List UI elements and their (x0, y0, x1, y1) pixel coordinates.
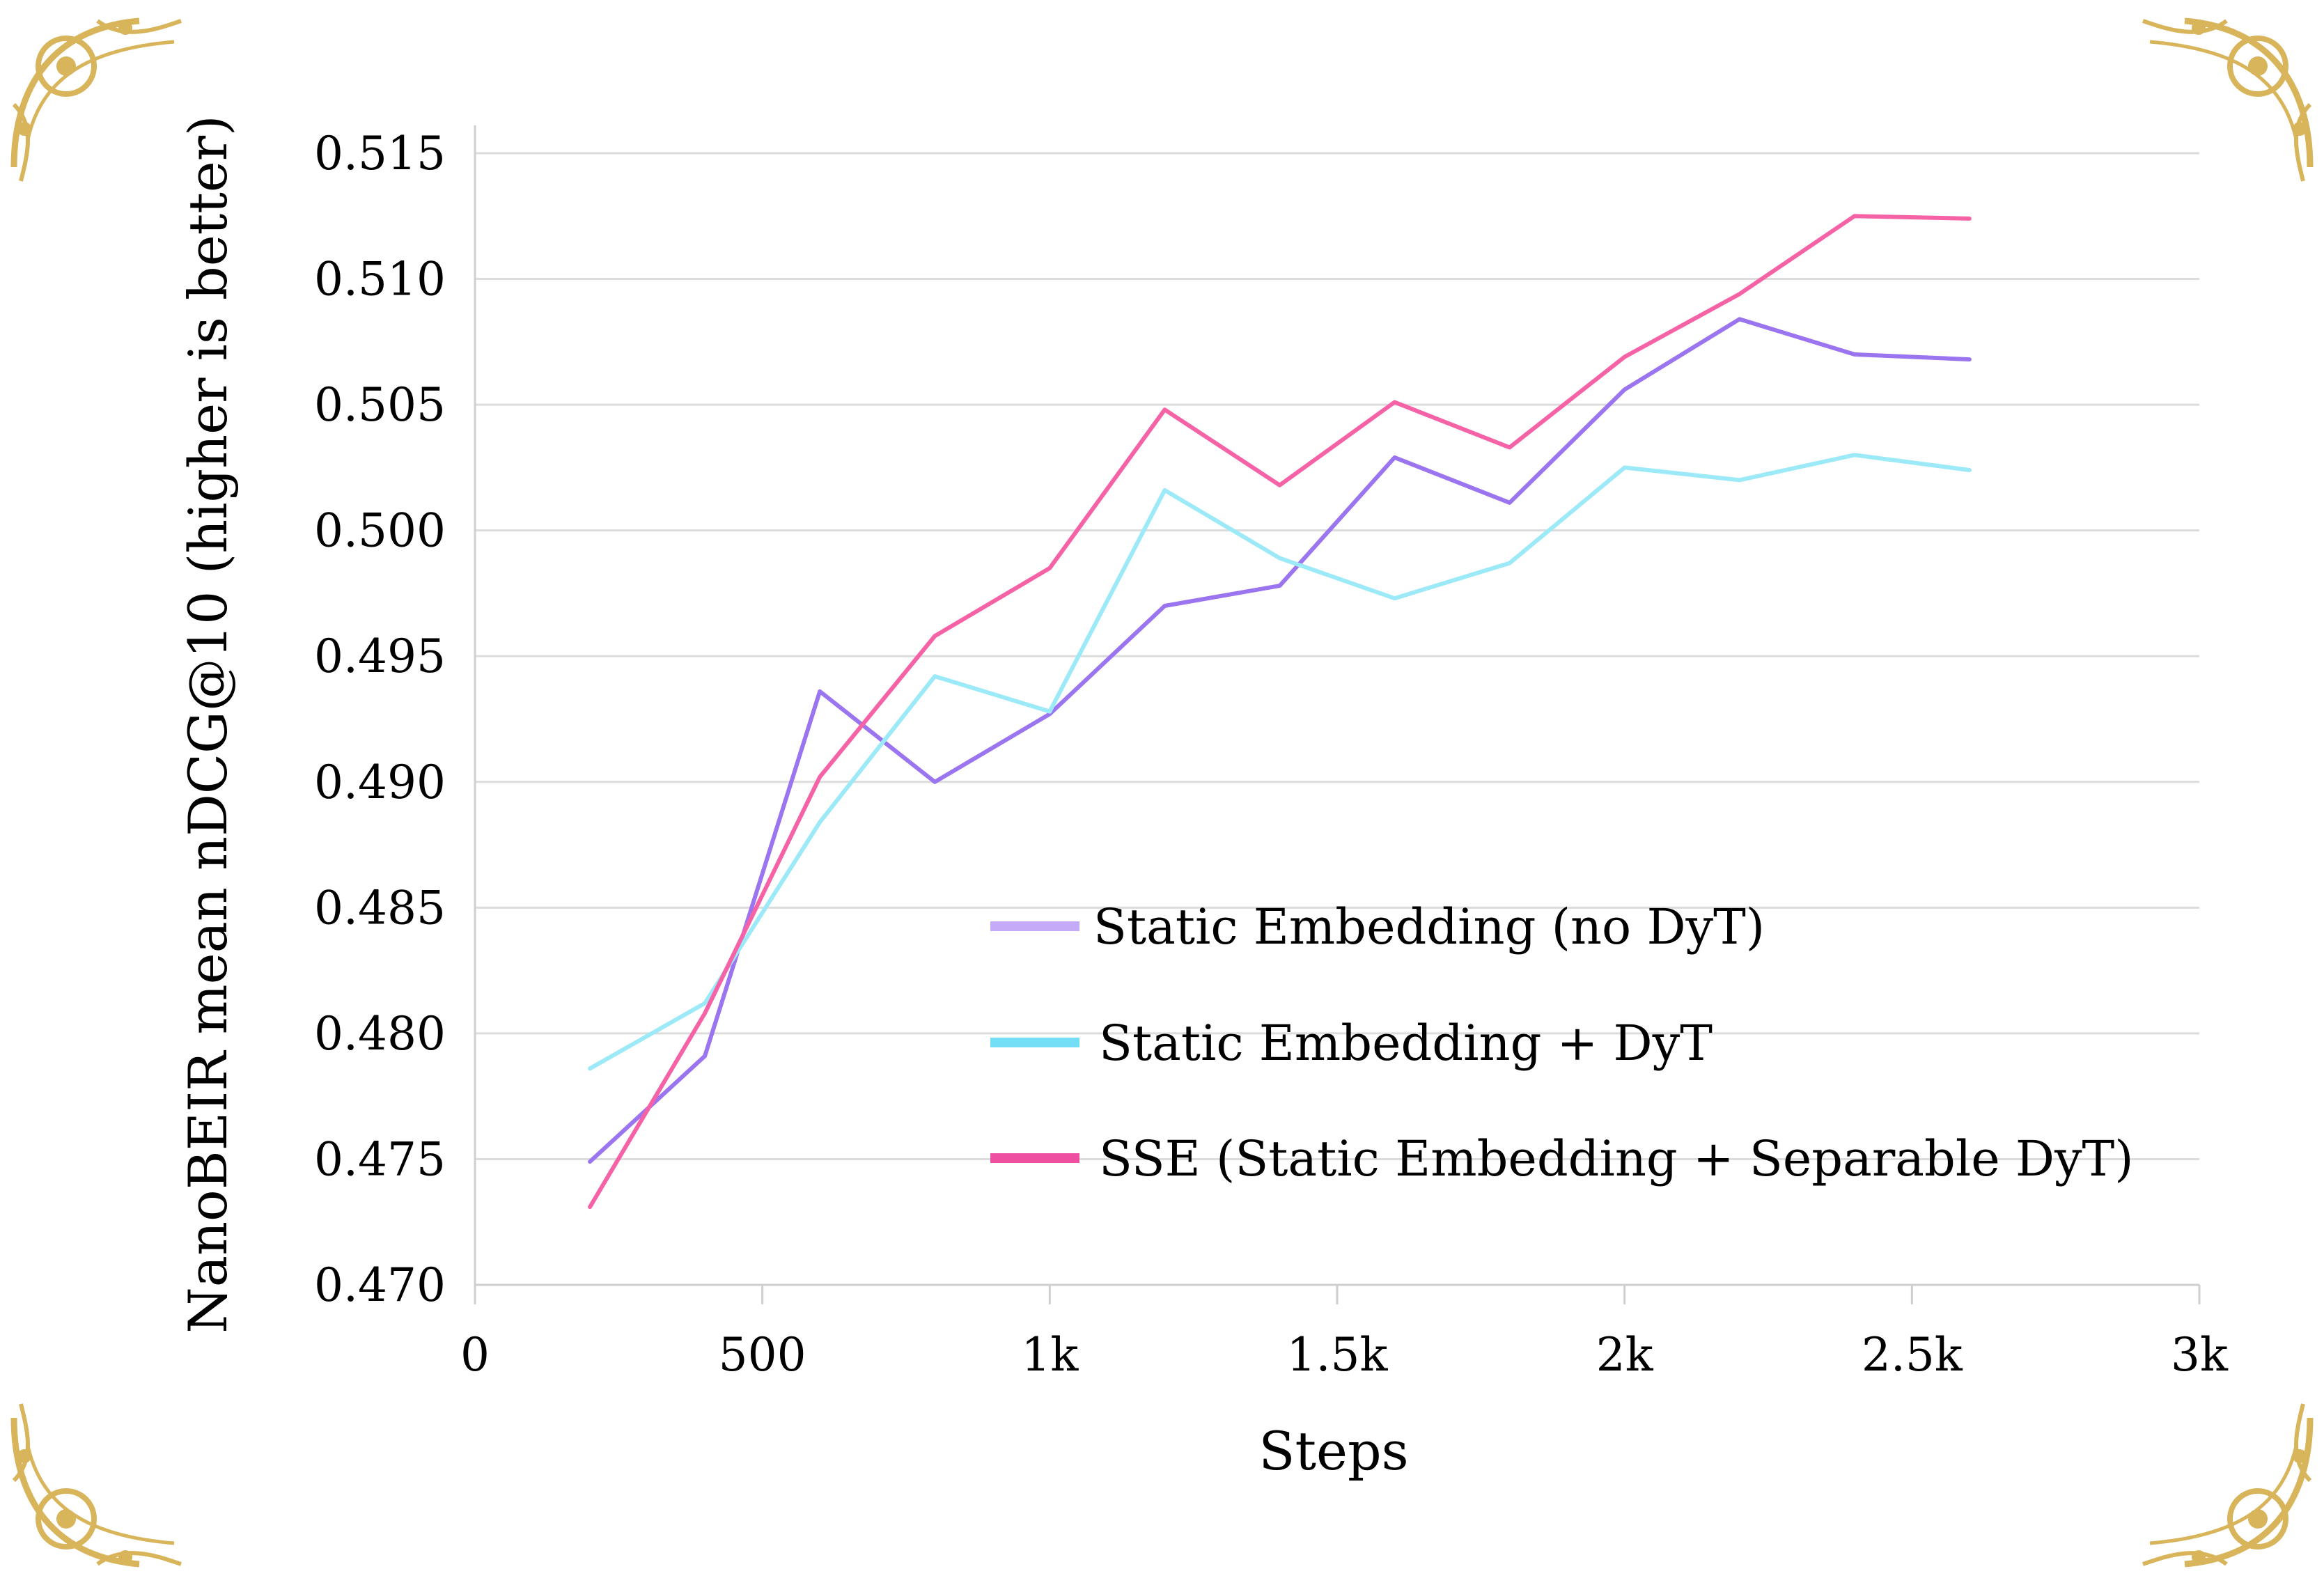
gridlines (475, 152, 2199, 1160)
x-tick-label: 2k (1596, 1328, 1654, 1382)
x-tick-label: 3k (2171, 1328, 2229, 1382)
legend-label: Static Embedding + DyT (1099, 1015, 1713, 1072)
corner-ornament-bottom-right (2142, 1403, 2314, 1568)
y-tick-label: 0.480 (314, 1007, 446, 1061)
legend-label: Static Embedding (no DyT) (1093, 898, 1765, 955)
x-axis-title: Steps (1258, 1420, 1408, 1482)
axes (474, 125, 2201, 1304)
y-tick-label: 0.495 (314, 630, 446, 683)
y-tick-label: 0.515 (314, 127, 446, 180)
y-tick-label: 0.475 (314, 1132, 446, 1186)
series-lines (588, 214, 1972, 1210)
x-tick-labels: 0 500 1k 1.5k 2k 2.5k 3k (460, 1328, 2229, 1382)
series-line-2 (588, 453, 1972, 1071)
x-tick-label: 1.5k (1287, 1328, 1389, 1382)
series-line-3 (588, 214, 1972, 1210)
series-line-1 (588, 317, 1972, 1164)
y-tick-label: 0.505 (314, 378, 446, 432)
y-tick-labels: 0.470 0.475 0.480 0.485 0.490 0.495 0.500 0.505… (314, 127, 446, 1312)
y-tick-label: 0.470 (314, 1258, 446, 1312)
corner-ornament-top-left (10, 17, 182, 182)
corner-ornament-bottom-left (10, 1403, 182, 1568)
x-tick-label: 0 (460, 1328, 490, 1382)
corner-ornament-top-right (2142, 17, 2314, 182)
x-tick-label: 1k (1021, 1328, 1079, 1382)
corner-ornaments (10, 17, 2314, 1568)
x-tick-label: 500 (719, 1328, 806, 1382)
legend: Static Embedding (no DyT) Static Embeddin… (990, 898, 2134, 1187)
x-tick-label: 2.5k (1862, 1328, 1963, 1382)
y-tick-label: 0.510 (314, 253, 446, 306)
y-axis-title: NanoBEIR mean nDCG@10 (higher is better) (177, 115, 239, 1333)
legend-label: SSE (Static Embedding + Separable DyT) (1099, 1130, 2134, 1187)
y-tick-label: 0.485 (314, 881, 446, 935)
y-tick-label: 0.490 (314, 756, 446, 809)
y-tick-label: 0.500 (314, 504, 446, 558)
